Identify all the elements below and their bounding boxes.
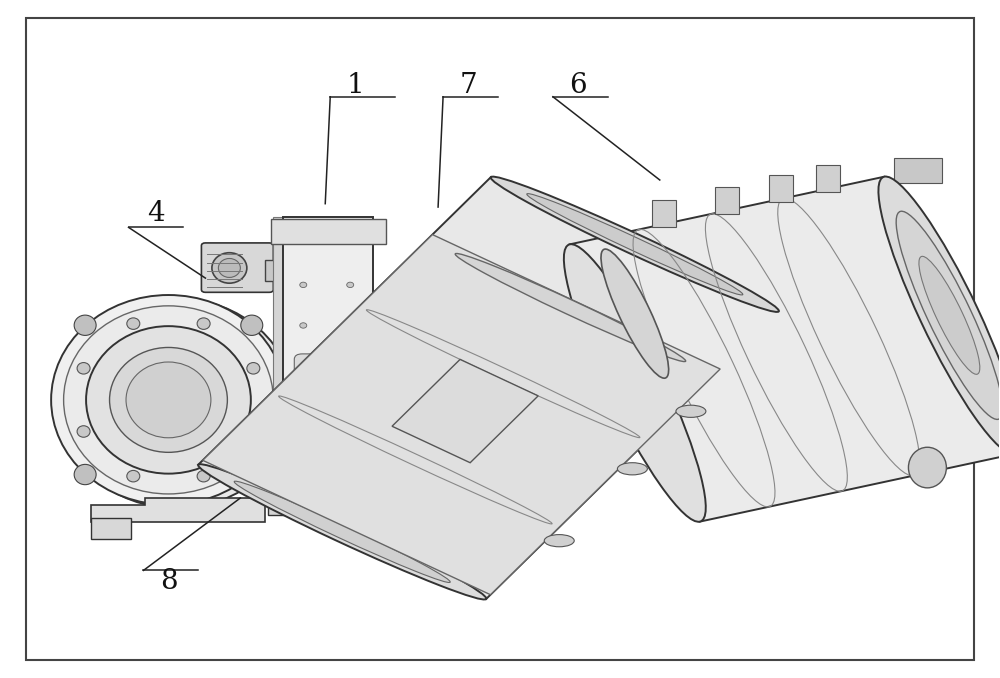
Ellipse shape <box>347 323 354 328</box>
Ellipse shape <box>86 326 251 474</box>
Ellipse shape <box>527 194 743 295</box>
Ellipse shape <box>51 295 286 504</box>
Ellipse shape <box>197 318 210 330</box>
Polygon shape <box>91 498 265 521</box>
FancyBboxPatch shape <box>294 354 326 419</box>
Bar <box>268 490 323 515</box>
Bar <box>268 464 388 492</box>
Ellipse shape <box>74 315 96 336</box>
Ellipse shape <box>300 323 307 328</box>
Ellipse shape <box>878 176 1000 454</box>
Ellipse shape <box>544 534 574 546</box>
FancyBboxPatch shape <box>322 354 354 419</box>
Ellipse shape <box>676 405 706 418</box>
Ellipse shape <box>300 418 307 423</box>
Ellipse shape <box>300 282 307 287</box>
Ellipse shape <box>300 363 307 369</box>
Ellipse shape <box>127 471 140 482</box>
Ellipse shape <box>126 362 211 438</box>
Polygon shape <box>392 359 538 462</box>
Polygon shape <box>203 235 720 595</box>
Polygon shape <box>198 177 779 599</box>
Text: 6: 6 <box>569 72 587 99</box>
Ellipse shape <box>218 258 240 277</box>
Ellipse shape <box>247 363 260 374</box>
Ellipse shape <box>491 176 779 312</box>
Ellipse shape <box>198 464 486 599</box>
Bar <box>894 158 942 183</box>
Text: 4: 4 <box>147 200 164 227</box>
Ellipse shape <box>77 363 90 374</box>
Ellipse shape <box>617 462 647 475</box>
Ellipse shape <box>347 282 354 287</box>
Bar <box>91 518 131 538</box>
Bar <box>283 217 373 492</box>
Text: 1: 1 <box>346 72 364 99</box>
Ellipse shape <box>59 298 294 508</box>
Ellipse shape <box>371 356 396 410</box>
Ellipse shape <box>919 256 980 374</box>
FancyBboxPatch shape <box>201 243 273 292</box>
Ellipse shape <box>564 244 706 522</box>
Bar <box>265 260 290 281</box>
Ellipse shape <box>896 212 1000 420</box>
Ellipse shape <box>241 315 263 336</box>
Ellipse shape <box>110 347 227 452</box>
Text: 7: 7 <box>459 72 477 99</box>
Ellipse shape <box>74 464 96 485</box>
Bar <box>652 200 676 227</box>
Ellipse shape <box>241 464 263 485</box>
Ellipse shape <box>908 447 946 488</box>
Ellipse shape <box>77 426 90 437</box>
Text: 8: 8 <box>160 567 177 595</box>
Ellipse shape <box>234 481 450 582</box>
Ellipse shape <box>347 363 354 369</box>
Ellipse shape <box>347 452 354 457</box>
Ellipse shape <box>247 426 260 437</box>
Bar <box>271 218 386 244</box>
Bar <box>816 165 840 193</box>
Ellipse shape <box>212 253 247 283</box>
Polygon shape <box>570 177 1000 521</box>
Ellipse shape <box>455 254 686 361</box>
Bar <box>769 176 793 202</box>
Ellipse shape <box>300 452 307 457</box>
Ellipse shape <box>64 306 273 494</box>
Ellipse shape <box>601 249 669 378</box>
Bar <box>287 263 302 278</box>
Bar <box>273 217 285 485</box>
Ellipse shape <box>197 471 210 482</box>
Ellipse shape <box>347 418 354 423</box>
Ellipse shape <box>127 318 140 330</box>
Bar <box>715 187 739 214</box>
